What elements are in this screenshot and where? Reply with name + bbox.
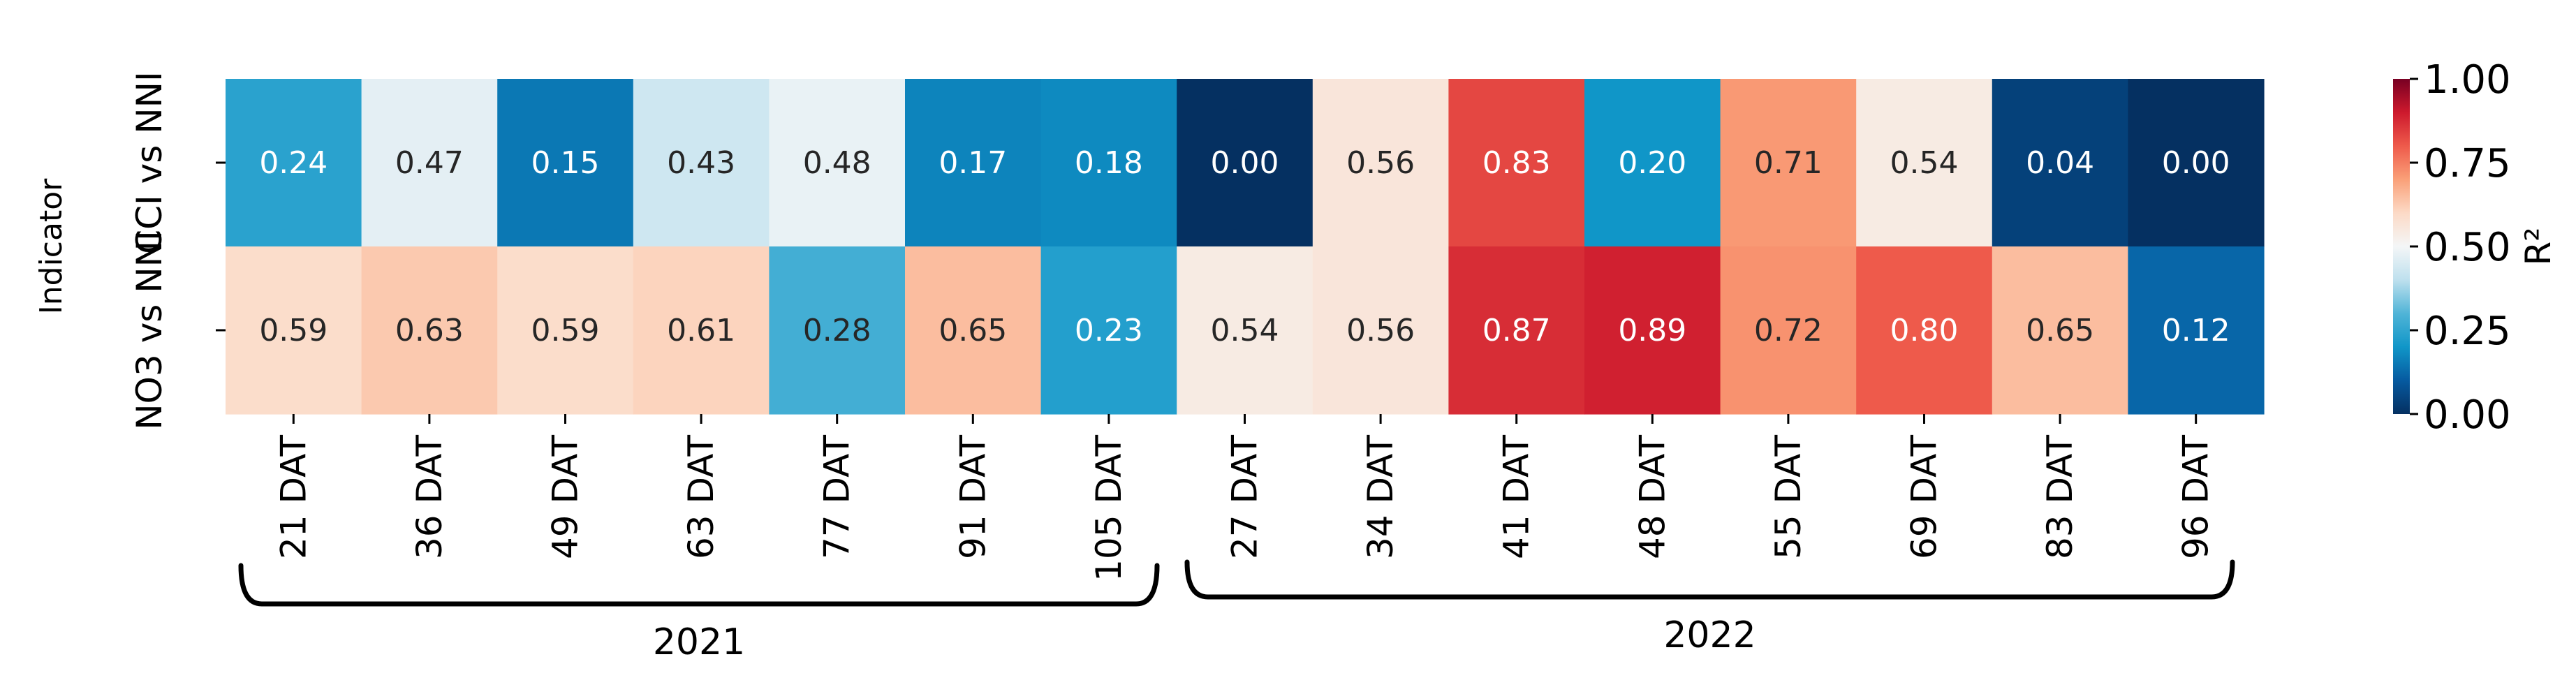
cell-value-label: 0.89 xyxy=(1618,313,1686,348)
heatmap-cell xyxy=(2128,246,2265,415)
x-tick-label: 77 DAT xyxy=(817,435,858,559)
cell-value-label: 0.00 xyxy=(2162,145,2230,181)
heatmap-cell xyxy=(1040,79,1177,247)
cell-value-label: 0.47 xyxy=(395,145,464,181)
cell-value-label: 0.12 xyxy=(2162,313,2230,348)
year-bracket xyxy=(1184,559,2235,600)
x-tick-label: 69 DAT xyxy=(1904,435,1945,559)
heatmap-cell xyxy=(1856,79,1993,247)
cell-value-label: 0.28 xyxy=(803,313,871,348)
cell-value-label: 0.15 xyxy=(531,145,600,181)
cell-value-label: 0.87 xyxy=(1482,313,1551,348)
colorbar-tick-label: 1.00 xyxy=(2424,57,2511,103)
heatmap-cell xyxy=(226,246,362,415)
heatmap-cell xyxy=(633,246,770,415)
heatmap-cell xyxy=(1584,246,1721,415)
cell-value-label: 0.65 xyxy=(939,313,1007,348)
heatmap-axes: 21 DAT 36 DAT 49 DAT 63 DAT 77 DAT 91 DAT 105 … xyxy=(34,71,2216,582)
heatmap-cell xyxy=(1448,246,1585,415)
x-tick-label: 21 DAT xyxy=(273,435,314,559)
x-tick-label: 48 DAT xyxy=(1632,435,1672,559)
x-tick-label: 41 DAT xyxy=(1496,435,1537,559)
heatmap-cell xyxy=(905,246,1042,415)
heatmap-cell xyxy=(361,79,498,247)
colorbar-tick-label: 0.00 xyxy=(2424,392,2511,438)
cell-value-label: 0.59 xyxy=(259,313,327,348)
heatmap-cell xyxy=(1312,79,1449,247)
x-tick-label: 34 DAT xyxy=(1360,435,1401,559)
x-tick-label: 55 DAT xyxy=(1768,435,1809,559)
x-tick-label: 96 DAT xyxy=(2176,435,2216,559)
cell-value-label: 0.59 xyxy=(531,313,600,348)
cell-value-label: 0.54 xyxy=(1890,145,1959,181)
heatmap-cell xyxy=(1177,79,1313,247)
cell-value-label: 0.24 xyxy=(259,145,327,181)
x-tick-label: 105 DAT xyxy=(1089,435,1129,582)
heatmap-cell xyxy=(1177,246,1313,415)
colorbar-label: R² xyxy=(2518,228,2559,266)
cell-value-label: 0.72 xyxy=(1754,313,1823,348)
cell-value-label: 0.04 xyxy=(2026,145,2094,181)
heatmap-cell xyxy=(1040,246,1177,415)
heatmap-cell xyxy=(1856,246,1993,415)
heatmap-cell xyxy=(2128,79,2265,247)
heatmap-cell xyxy=(769,79,906,247)
heatmap-cell xyxy=(1720,79,1857,247)
x-tick-label: 63 DAT xyxy=(681,435,721,559)
x-tick-label: 91 DAT xyxy=(952,435,993,559)
colorbar-tick-label: 0.75 xyxy=(2424,141,2511,186)
heatmap-cell xyxy=(905,79,1042,247)
heatmap-cell xyxy=(1448,79,1585,247)
cell-value-label: 0.63 xyxy=(395,313,464,348)
cell-value-label: 0.20 xyxy=(1618,145,1686,181)
year-label: 2021 xyxy=(653,621,745,663)
x-tick-label: 83 DAT xyxy=(2040,435,2080,559)
cell-value-label: 0.56 xyxy=(1346,145,1415,181)
cell-value-label: 0.23 xyxy=(1075,313,1143,348)
cell-value-label: 0.17 xyxy=(939,145,1007,181)
heatmap-cells: 0.24 0.47 0.15 0.43 0.48 0.17 0.18 0.00 0.56 0.83… xyxy=(226,79,2265,415)
x-tick-label: 27 DAT xyxy=(1225,435,1265,559)
heatmap-cell xyxy=(361,246,498,415)
cell-value-label: 0.71 xyxy=(1754,145,1823,181)
heatmap-cell xyxy=(497,246,634,415)
cell-value-label: 0.56 xyxy=(1346,313,1415,348)
colorbar-tick-label: 0.50 xyxy=(2424,225,2511,270)
colorbar-tick-label: 0.25 xyxy=(2424,309,2511,354)
heatmap-cell xyxy=(633,79,770,247)
cell-value-label: 0.54 xyxy=(1211,313,1279,348)
cell-value-label: 0.00 xyxy=(1211,145,1279,181)
cell-value-label: 0.61 xyxy=(667,313,735,348)
year-bracket xyxy=(238,563,1160,607)
heatmap-cell xyxy=(1312,246,1449,415)
heatmap-cell xyxy=(1992,246,2128,415)
y-tick-label: CCI vs NNI xyxy=(129,71,170,254)
year-groups: 2021 2022 xyxy=(238,559,2235,663)
y-axis-label: Indicator xyxy=(34,178,69,314)
heatmap-cell xyxy=(226,79,362,247)
heatmap-cell xyxy=(1992,79,2128,247)
y-tick-label: NO3 vs NNI xyxy=(129,230,170,430)
year-label: 2022 xyxy=(1663,614,1756,656)
heatmap-cell xyxy=(1584,79,1721,247)
x-tick-label: 49 DAT xyxy=(545,435,586,559)
cell-value-label: 0.48 xyxy=(803,145,871,181)
colorbar-gradient xyxy=(2393,79,2410,414)
heatmap-cell xyxy=(497,79,634,247)
cell-value-label: 0.83 xyxy=(1482,145,1551,181)
heatmap-cell xyxy=(769,246,906,415)
cell-value-label: 0.18 xyxy=(1075,145,1143,181)
x-tick-label: 36 DAT xyxy=(409,435,450,559)
cell-value-label: 0.43 xyxy=(667,145,735,181)
cell-value-label: 0.65 xyxy=(2026,313,2094,348)
cell-value-label: 0.80 xyxy=(1890,313,1959,348)
heatmap-cell xyxy=(1720,246,1857,415)
colorbar: 0.00 0.25 0.50 0.75 1.00 R² xyxy=(2393,57,2559,438)
